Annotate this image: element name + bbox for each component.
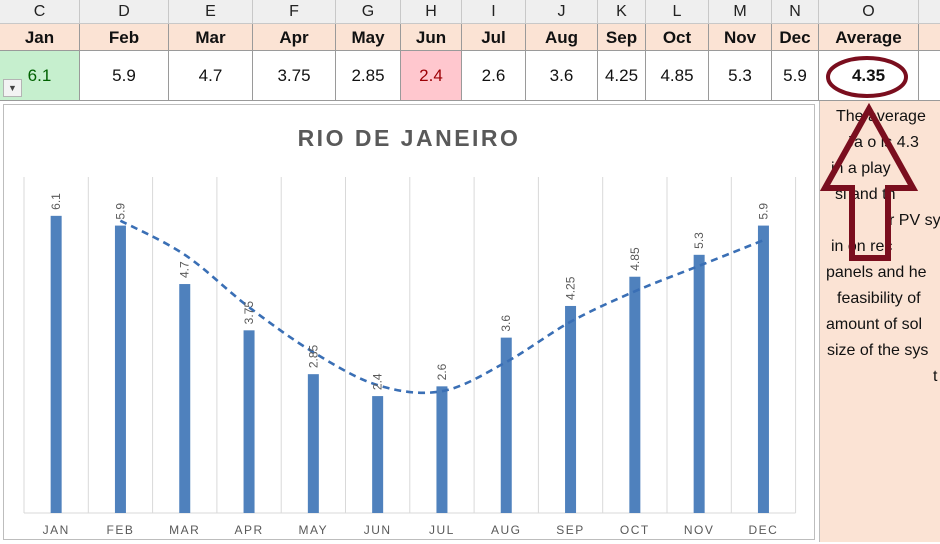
cell-value-jun[interactable]: 2.4 [401,51,462,100]
bar-mar [179,284,191,513]
cell-dropdown-arrow-icon[interactable]: ▼ [3,79,22,97]
cell-month-jul[interactable]: Jul [462,24,526,51]
data-label-aug: 3.6 [499,315,513,332]
data-label-feb: 5.9 [113,203,127,220]
cell-month-oct[interactable]: Oct [646,24,709,51]
cell-value-dec[interactable]: 5.9 [772,51,819,100]
cell-month-mar[interactable]: Mar [169,24,253,51]
data-label-mar: 4.7 [178,261,192,278]
note-line: amount of sol [826,316,923,333]
column-header-bar: C D E F G H I J K L M N O [0,0,940,23]
x-tick-label-aug: AUG [491,523,522,537]
value-row: 6.1 5.9 4.7 3.75 2.85 2.4 2.6 3.6 4.25 4… [0,51,940,101]
x-tick-label-jan: JAN [43,523,70,537]
cell-average-label[interactable]: Average [819,24,919,51]
x-tick-label-jul: JUL [429,523,455,537]
note-line: r PV sy [889,212,940,229]
column-header-k[interactable]: K [598,0,646,23]
cell-average-value[interactable]: 4.35 [819,51,919,100]
column-header-l[interactable]: L [646,0,709,23]
bar-sep [565,305,577,513]
note-line: t [933,368,938,385]
chart-title: RIO DE JANEIRO [298,125,521,151]
cell-month-nov[interactable]: Nov [709,24,772,51]
bar-jun [372,396,384,513]
column-header-m[interactable]: M [709,0,772,23]
x-tick-label-oct: OCT [620,523,650,537]
bar-jul [436,386,448,513]
cell-value-sep[interactable]: 4.25 [598,51,646,100]
cell-empty-value[interactable] [919,51,940,100]
note-line: in a play [831,160,891,177]
x-tick-label-mar: MAR [169,523,200,537]
note-line: si and th [835,186,896,203]
chart-object[interactable]: RIO DE JANEIRO 6.1 5.9 4.7 3.75 2.85 2.4 2.6 3.… [3,104,815,540]
bar-oct [629,276,641,513]
cell-value-aug[interactable]: 3.6 [526,51,598,100]
bar-aug [500,337,512,513]
month-header-row: Jan Feb Mar Apr May Jun Jul Aug Sep Oct … [0,23,940,51]
data-label-jan: 6.1 [49,193,63,210]
column-header-e[interactable]: E [169,0,253,23]
cell-month-feb[interactable]: Feb [80,24,169,51]
column-header-d[interactable]: D [80,0,169,23]
note-line: panels and he [826,264,927,281]
column-header-f[interactable]: F [253,0,336,23]
cell-value-nov[interactable]: 5.3 [709,51,772,100]
cell-month-sep[interactable]: Sep [598,24,646,51]
bar-jan [50,215,62,513]
cell-month-jan[interactable]: Jan [0,24,80,51]
chart-svg: RIO DE JANEIRO 6.1 5.9 4.7 3.75 2.85 2.4 2.6 3.… [23,125,797,537]
data-label-oct: 4.85 [628,247,642,271]
x-tick-label-feb: FEB [107,523,135,537]
cell-value-may[interactable]: 2.85 [336,51,401,100]
x-tick-label-nov: NOV [684,523,715,537]
cell-month-aug[interactable]: Aug [526,24,598,51]
note-textbox[interactable]: The average Ja o is 4.3 in a play si and… [819,101,940,542]
column-header-c[interactable]: C [0,0,80,23]
cell-value-jul[interactable]: 2.6 [462,51,526,100]
note-line: in on rec [831,238,893,255]
column-header-h[interactable]: H [401,0,462,23]
data-label-dec: 5.9 [756,203,770,220]
data-label-jul: 2.6 [435,363,449,380]
data-label-sep: 4.25 [564,276,578,300]
cell-value-feb[interactable]: 5.9 [80,51,169,100]
moving-average-trendline [119,219,764,395]
x-tick-label-may: MAY [299,523,329,537]
cell-month-dec[interactable]: Dec [772,24,819,51]
x-tick-label-dec: DEC [749,523,779,537]
bar-nov [693,254,705,514]
note-line: Ja o is 4.3 [846,134,919,151]
bar-feb [114,225,126,513]
cell-month-jun[interactable]: Jun [401,24,462,51]
column-header-p[interactable] [919,0,940,23]
cell-value-oct[interactable]: 4.85 [646,51,709,100]
cell-empty[interactable] [919,24,940,51]
cell-month-apr[interactable]: Apr [253,24,336,51]
bar-may [307,374,319,513]
column-header-j[interactable]: J [526,0,598,23]
cell-value-apr[interactable]: 3.75 [253,51,336,100]
data-label-apr: 3.75 [242,301,256,325]
x-tick-label-apr: APR [234,523,263,537]
note-line: size of the sys [827,342,929,359]
bar-apr [243,330,255,513]
data-label-may: 2.85 [306,344,320,368]
cell-month-may[interactable]: May [336,24,401,51]
note-line: The average [836,108,926,125]
data-label-jun: 2.4 [371,373,385,390]
cell-value-mar[interactable]: 4.7 [169,51,253,100]
column-header-o[interactable]: O [819,0,919,23]
column-header-n[interactable]: N [772,0,819,23]
note-line: feasibility of [837,290,921,307]
bar-dec [757,225,769,513]
x-tick-label-sep: SEP [556,523,585,537]
column-header-i[interactable]: I [462,0,526,23]
column-header-g[interactable]: G [336,0,401,23]
x-tick-label-jun: JUN [364,523,392,537]
data-label-nov: 5.3 [692,232,706,249]
